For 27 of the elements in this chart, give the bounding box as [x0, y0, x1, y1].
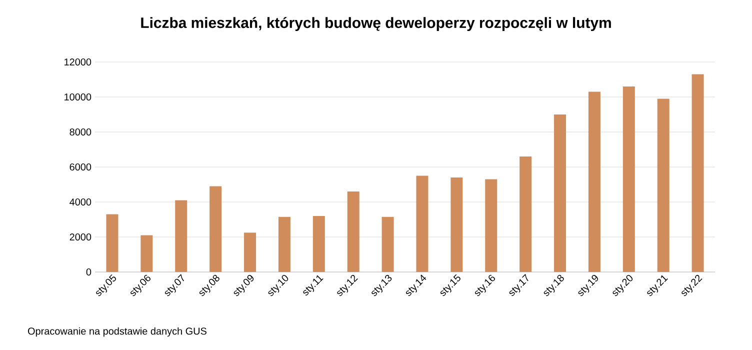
- y-tick-label: 0: [86, 268, 92, 276]
- bar: [692, 74, 704, 272]
- bar: [622, 86, 635, 272]
- bar: [244, 232, 256, 272]
- bar: [210, 186, 222, 272]
- y-tick-label: 8000: [70, 128, 92, 136]
- bar: [278, 216, 290, 272]
- bar: [657, 98, 670, 272]
- bar: [175, 200, 188, 272]
- bar: [554, 114, 566, 272]
- chart-title: Liczba mieszkań, których budowę deweloperzy rozpoczęli w lutym: [141, 16, 611, 32]
- bar: [347, 191, 360, 272]
- bar: [588, 92, 600, 272]
- bar: [416, 176, 428, 272]
- bar: [450, 177, 463, 272]
- text: Opracowanie na podstawie danych GUS: [28, 327, 206, 337]
- bar: [140, 235, 153, 272]
- y-tick-label: 4000: [70, 198, 92, 206]
- bar: [485, 179, 498, 272]
- y-tick-label: 10000: [64, 93, 92, 101]
- bar: [382, 216, 394, 272]
- y-tick-label: 2000: [70, 233, 92, 241]
- bar: [106, 214, 118, 272]
- bar: [520, 156, 532, 272]
- bar: [312, 216, 325, 272]
- y-tick-label: 6000: [70, 163, 92, 171]
- y-tick-label: 12000: [64, 58, 92, 66]
